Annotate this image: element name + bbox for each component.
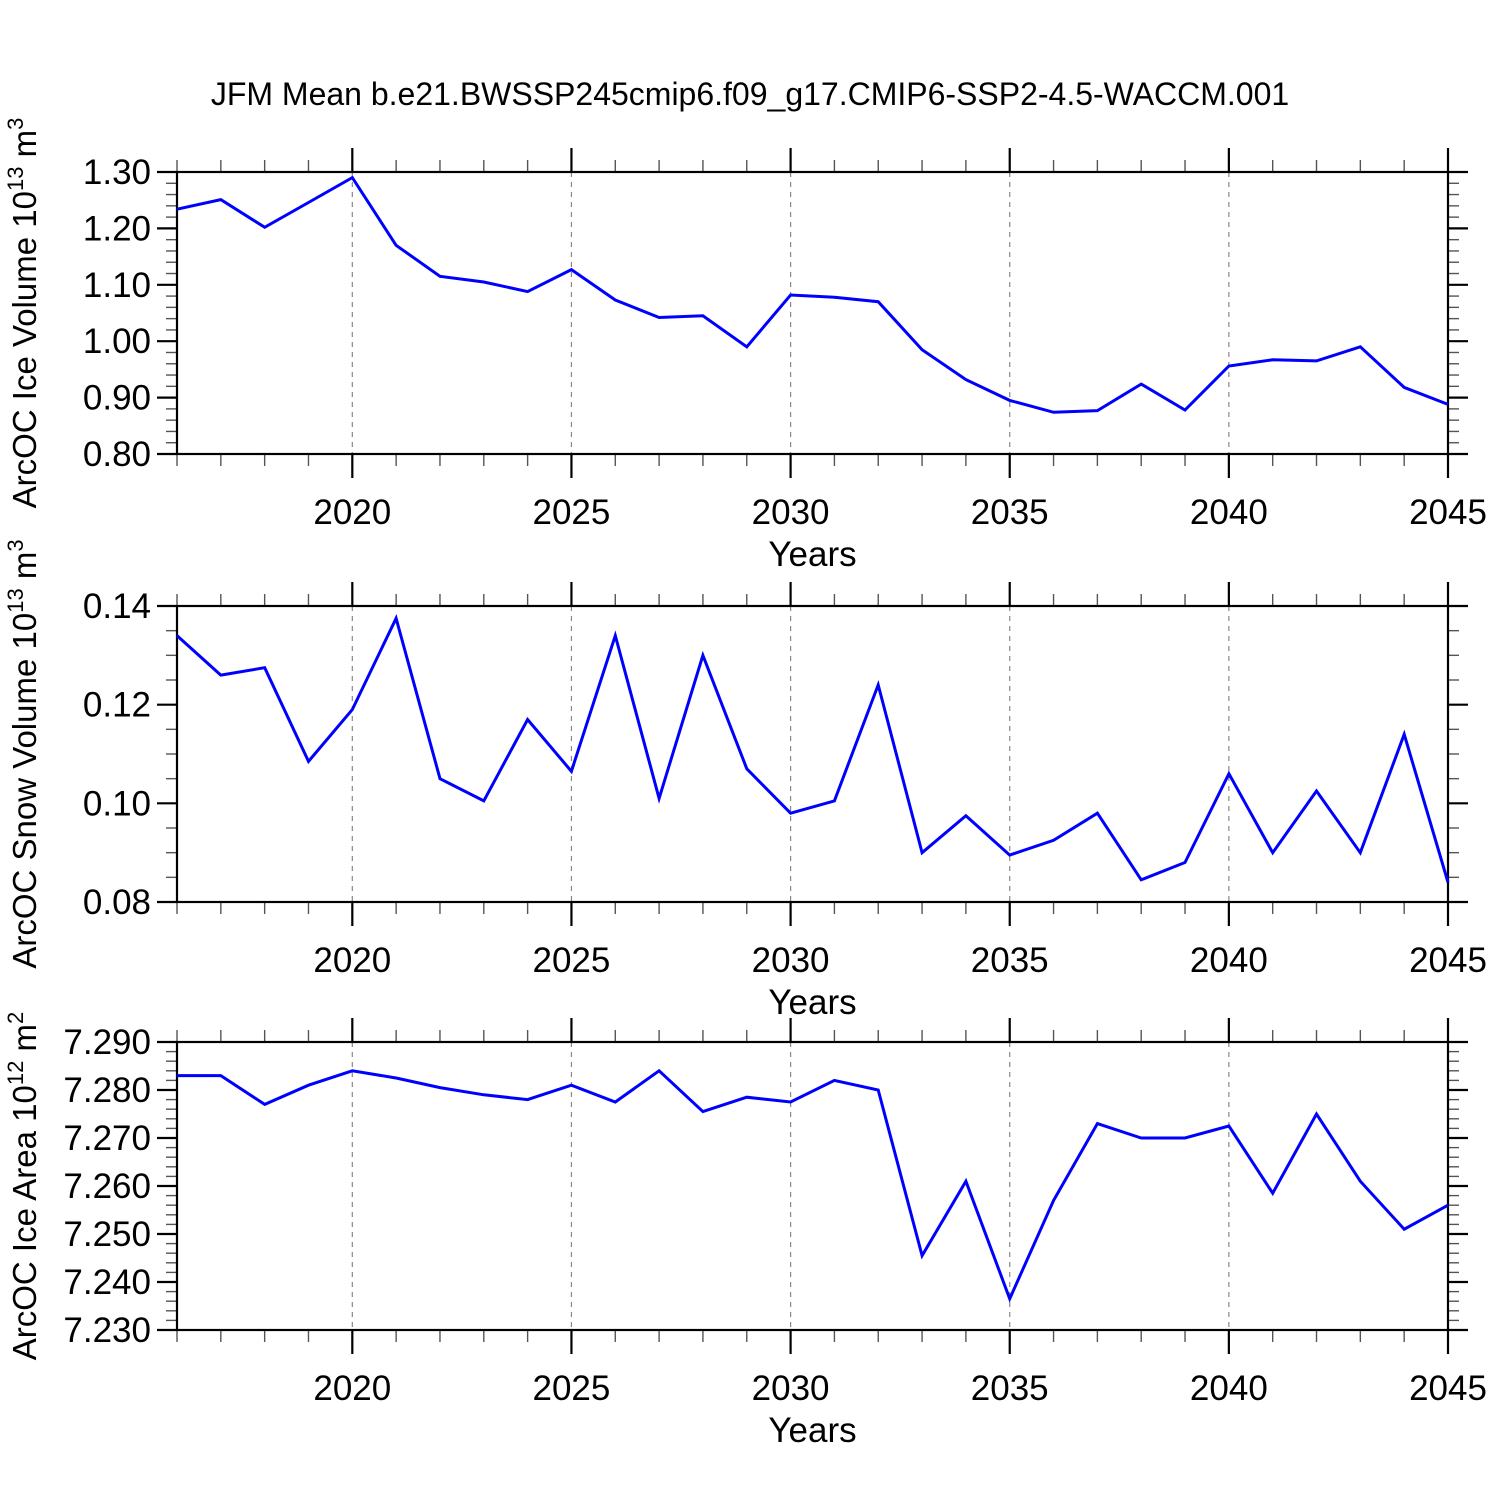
y-axis-title: ArcOC Ice Area 1012 m2 — [3, 1012, 43, 1361]
y-tick-label: 0.08 — [83, 883, 151, 922]
x-tick-label: 2020 — [313, 493, 391, 532]
y-tick-label: 0.12 — [83, 686, 151, 725]
y-tick-label: 1.10 — [83, 266, 151, 305]
y-tick-label: 1.20 — [83, 209, 151, 248]
x-tick-label: 2020 — [313, 1369, 391, 1408]
y-tick-label: 7.250 — [63, 1215, 151, 1254]
ice-area-panel: 7.290 7.280 7.270 7.260 7.250 7.240 7.230 2020 2… — [3, 1012, 1487, 1450]
y-tick-label: 7.240 — [63, 1263, 151, 1302]
y-tick-label: 7.270 — [63, 1119, 151, 1158]
x-tick-label: 2045 — [1409, 493, 1487, 532]
x-axis-title: Years — [768, 535, 856, 574]
x-tick-label: 2040 — [1190, 941, 1268, 980]
y-axis-title: ArcOC Ice Volume 1013 m3 — [3, 118, 43, 509]
y-tick-label: 7.280 — [63, 1071, 151, 1110]
x-tick-label: 2040 — [1190, 1369, 1268, 1408]
x-axis-title: Years — [768, 983, 856, 1022]
snow-volume-panel-series-line — [175, 614, 1450, 883]
y-tick-label: 0.80 — [83, 435, 151, 474]
snow-volume-panel: 0.14 0.12 0.10 0.08 2020 2025 2030 2035 2040 2045… — [3, 539, 1487, 1022]
plot-frame — [175, 170, 1450, 456]
y-tick-label: 0.10 — [83, 784, 151, 823]
plot-frame — [175, 1040, 1450, 1332]
y-tick-label: 0.90 — [83, 379, 151, 418]
x-tick-label: 2035 — [971, 1369, 1049, 1408]
x-tick-label: 2025 — [533, 493, 611, 532]
y-tick-label: 7.260 — [63, 1167, 151, 1206]
x-axis-title: Years — [768, 1411, 856, 1450]
x-tick-label: 2035 — [971, 941, 1049, 980]
y-tick-label: 1.00 — [83, 322, 151, 361]
plot-title: JFM Mean b.e21.BWSSP245cmip6.f09_g17.CMI… — [210, 76, 1290, 112]
x-tick-label: 2035 — [971, 493, 1049, 532]
x-tick-label: 2030 — [752, 941, 830, 980]
ice-volume-panel-series-line — [176, 175, 1449, 414]
y-tick-label: 0.14 — [83, 587, 151, 626]
plot-frame — [175, 604, 1450, 904]
ice-volume-panel: 1.30 1.20 1.10 1.00 0.90 0.80 2020 2025 2030 2035… — [3, 118, 1487, 574]
x-tick-label: 2020 — [313, 941, 391, 980]
x-tick-label: 2045 — [1409, 941, 1487, 980]
y-tick-label: 7.290 — [63, 1023, 151, 1062]
y-axis-title: ArcOC Snow Volume 1013 m3 — [3, 539, 43, 968]
x-tick-label: 2040 — [1190, 493, 1268, 532]
x-tick-label: 2030 — [752, 493, 830, 532]
y-tick-label: 7.230 — [63, 1311, 151, 1350]
x-tick-label: 2025 — [533, 1369, 611, 1408]
ice-area-panel-series-line — [177, 1068, 1449, 1303]
y-tick-label: 1.30 — [83, 153, 151, 192]
x-tick-label: 2030 — [752, 1369, 830, 1408]
x-tick-label: 2045 — [1409, 1369, 1487, 1408]
x-tick-label: 2025 — [533, 941, 611, 980]
